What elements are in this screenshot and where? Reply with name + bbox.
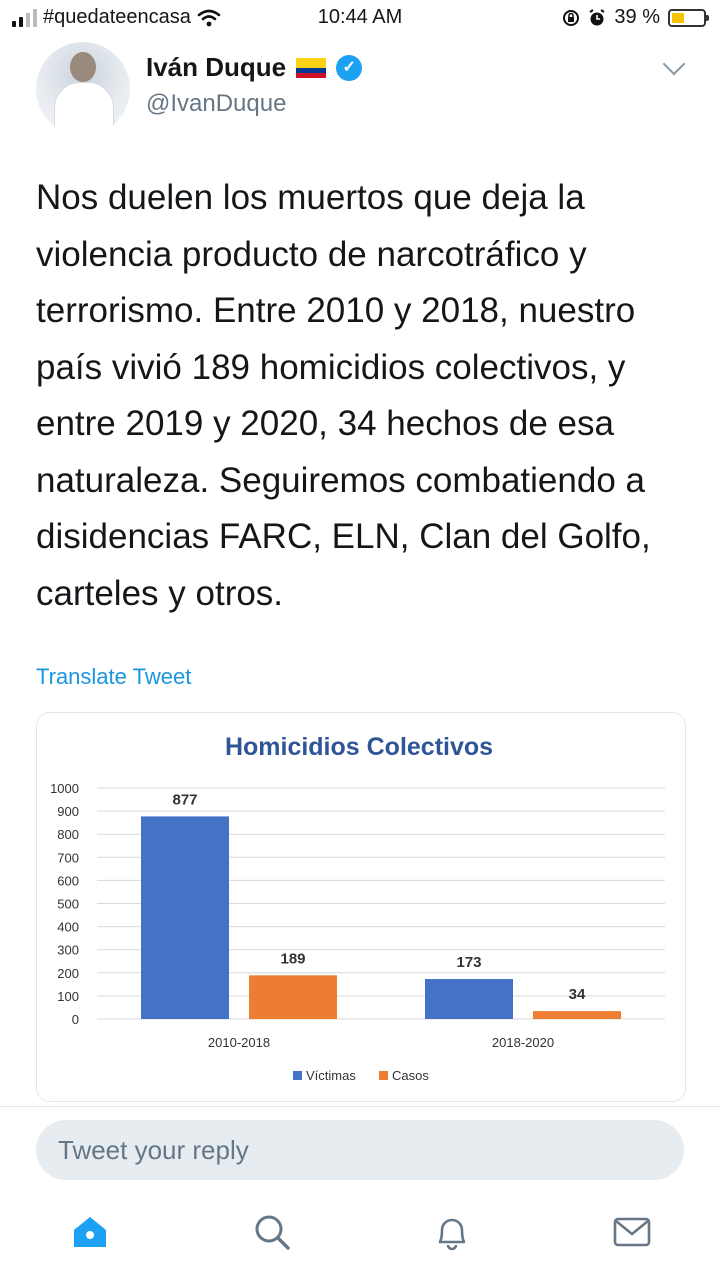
bottom-tab-bar bbox=[0, 1196, 720, 1280]
avatar-head bbox=[70, 52, 96, 82]
y-tick-label: 500 bbox=[57, 897, 79, 912]
y-tick-label: 100 bbox=[57, 989, 79, 1004]
status-bar: #quedateencasa 10:44 AM 39 % bbox=[0, 0, 720, 36]
tweet-text: Nos duelen los muertos que deja la viole… bbox=[36, 178, 651, 613]
x-axis-labels: 2010-2018 2018-2020 bbox=[208, 1035, 554, 1050]
data-label: 877 bbox=[172, 791, 197, 808]
status-time: 10:44 AM bbox=[317, 6, 403, 28]
bar-casos-2010-2018 bbox=[249, 975, 337, 1019]
author-row: Iván Duque ✓ bbox=[146, 52, 363, 83]
chart-bars: 877 189 173 34 bbox=[141, 791, 621, 1019]
status-right: 39 % bbox=[562, 6, 709, 29]
legend-label: Víctimas bbox=[306, 1068, 356, 1083]
chart-legend: Víctimas Casos bbox=[293, 1068, 429, 1083]
carrier-label: #quedateencasa bbox=[43, 6, 191, 28]
y-tick-label: 700 bbox=[57, 850, 79, 865]
verified-badge-icon: ✓ bbox=[336, 54, 363, 81]
signal-icon bbox=[12, 8, 37, 27]
bar-casos-2018-2020 bbox=[533, 1011, 621, 1019]
data-label: 189 bbox=[280, 950, 305, 967]
bar-víctimas-2018-2020 bbox=[425, 979, 513, 1019]
y-tick-label: 600 bbox=[57, 873, 79, 888]
y-tick-label: 300 bbox=[57, 943, 79, 958]
bar-chart: Homicidios Colectivos 0 100 200 300 400 500 60… bbox=[50, 733, 665, 1083]
battery-percent: 39 % bbox=[614, 6, 660, 28]
legend-swatch bbox=[293, 1071, 302, 1080]
y-tick-label: 0 bbox=[72, 1012, 79, 1027]
reply-placeholder: Tweet your reply bbox=[58, 1135, 249, 1165]
mail-icon[interactable] bbox=[610, 1210, 654, 1254]
avatar-body bbox=[54, 82, 114, 136]
y-tick-label: 200 bbox=[57, 966, 79, 981]
y-tick-label: 900 bbox=[57, 804, 79, 819]
y-tick-label: 400 bbox=[57, 920, 79, 935]
rotation-lock-icon bbox=[563, 9, 580, 26]
chart-title: Homicidios Colectivos bbox=[225, 733, 493, 761]
status-left: #quedateencasa bbox=[12, 6, 221, 29]
y-tick-label: 1000 bbox=[50, 781, 79, 796]
bar-víctimas-2010-2018 bbox=[141, 816, 229, 1019]
y-tick-label: 800 bbox=[57, 827, 79, 842]
home-icon[interactable] bbox=[68, 1210, 112, 1254]
wifi-icon bbox=[197, 9, 221, 26]
legend-label: Casos bbox=[392, 1068, 429, 1083]
battery-fill bbox=[672, 12, 684, 23]
colombia-flag-icon bbox=[296, 57, 327, 78]
data-label: 173 bbox=[456, 954, 481, 971]
avatar[interactable] bbox=[36, 42, 130, 136]
tweet-media-chart[interactable]: Homicidios Colectivos 0 100 200 300 400 500 60… bbox=[36, 712, 686, 1102]
author-handle[interactable]: @IvanDuque bbox=[146, 90, 287, 117]
x-tick-label: 2018-2020 bbox=[492, 1035, 554, 1050]
chevron-down-icon[interactable] bbox=[662, 52, 686, 76]
alarm-icon bbox=[589, 8, 605, 25]
translate-tweet-link[interactable]: Translate Tweet bbox=[36, 664, 192, 689]
x-tick-label: 2010-2018 bbox=[208, 1035, 270, 1050]
legend-swatch bbox=[379, 1071, 388, 1080]
bell-icon[interactable] bbox=[430, 1210, 474, 1254]
battery-icon bbox=[668, 8, 709, 27]
reply-input[interactable]: Tweet your reply bbox=[36, 1120, 684, 1180]
y-axis-ticks: 0 100 200 300 400 500 600 700 800 900 1000 bbox=[50, 781, 79, 1027]
search-icon[interactable] bbox=[250, 1210, 294, 1254]
author-name[interactable]: Iván Duque bbox=[146, 52, 287, 82]
data-label: 34 bbox=[569, 986, 586, 1003]
divider bbox=[0, 1106, 720, 1107]
